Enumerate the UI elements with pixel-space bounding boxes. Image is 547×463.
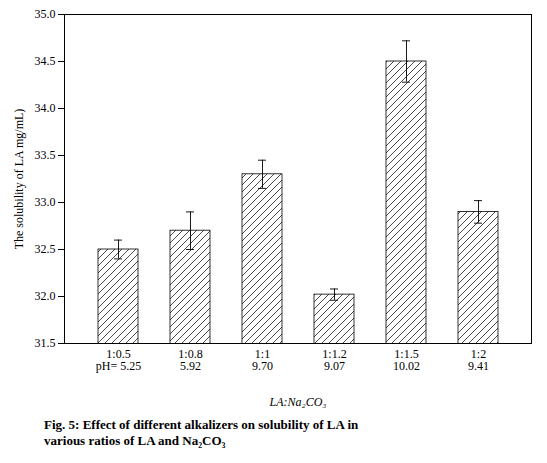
svg-text:1:0.5pH= 5.25: 1:0.5pH= 5.25 [96,347,141,373]
html-text:Fig. 5: Effect of different al: Fig. 5: Effect of different alkalizers o… [44,417,359,448]
svg-text:34.0: 34.0 [35,101,56,115]
svg-text:LA:Na₂CO₃: LA:Na₂CO₃ [268,395,326,409]
svg-text:31.5: 31.5 [35,336,56,350]
svg-text:1:0.85.92: 1:0.85.92 [178,347,202,373]
svg-text:35.0: 35.0 [35,7,56,21]
svg-text:1:1.29.07: 1:1.29.07 [322,347,346,373]
svg-text:1:29.41: 1:29.41 [468,347,489,373]
svg-text:32.5: 32.5 [35,242,56,256]
svg-text:32.0: 32.0 [35,289,56,303]
svg-text:The solubility of LA mg/mL): The solubility of LA mg/mL) [12,109,26,250]
svg-text:33.0: 33.0 [35,195,56,209]
svg-text:33.5: 33.5 [35,148,56,162]
svg-text:1:19.70: 1:19.70 [252,347,273,373]
svg-text:34.5: 34.5 [35,54,56,68]
svg-text:1:1.510.02: 1:1.510.02 [393,347,420,373]
